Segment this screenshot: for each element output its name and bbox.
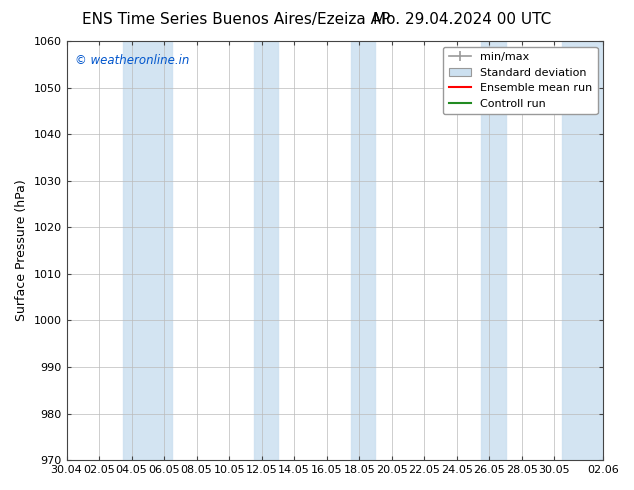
Text: ENS Time Series Buenos Aires/Ezeiza AP: ENS Time Series Buenos Aires/Ezeiza AP bbox=[82, 12, 391, 27]
Text: Mo. 29.04.2024 00 UTC: Mo. 29.04.2024 00 UTC bbox=[373, 12, 552, 27]
Legend: min/max, Standard deviation, Ensemble mean run, Controll run: min/max, Standard deviation, Ensemble me… bbox=[443, 47, 598, 114]
Bar bbox=[254, 41, 278, 460]
Text: © weatheronline.in: © weatheronline.in bbox=[75, 53, 189, 67]
Bar bbox=[124, 41, 172, 460]
Bar bbox=[562, 41, 611, 460]
Y-axis label: Surface Pressure (hPa): Surface Pressure (hPa) bbox=[15, 180, 28, 321]
Bar bbox=[351, 41, 375, 460]
Bar bbox=[481, 41, 505, 460]
